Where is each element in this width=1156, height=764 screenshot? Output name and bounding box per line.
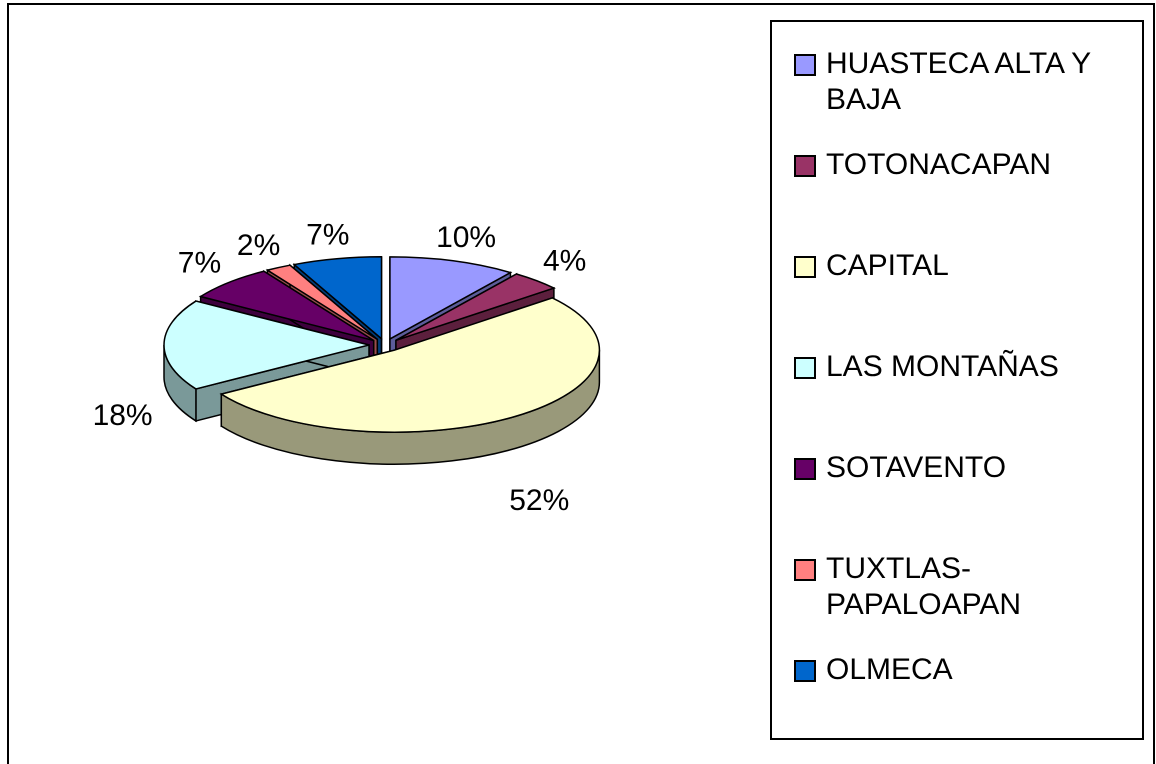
data-label: 2% — [237, 229, 280, 262]
legend-swatch — [794, 155, 816, 177]
legend-entry: HUASTECA ALTA Y BAJA — [794, 46, 1111, 118]
legend-swatch — [794, 357, 816, 379]
slice-top — [395, 273, 556, 342]
legend-label: OLMECA — [826, 653, 953, 686]
legend-label: LAS MONTAÑAS — [826, 350, 1059, 383]
legend-swatch — [794, 256, 816, 278]
chart-border — [7, 3, 1155, 764]
slice-top — [198, 270, 375, 342]
slice-top — [389, 256, 513, 341]
legend-entry: OLMECA — [794, 652, 953, 688]
slice-top — [292, 256, 383, 341]
legend-swatch — [794, 660, 816, 682]
data-label: 4% — [543, 244, 586, 277]
data-label: 7% — [178, 247, 221, 280]
legend-label: TUXTLAS-PAPALOAPAN — [826, 552, 1022, 621]
data-label: 18% — [93, 399, 153, 432]
legend-entry: CAPITAL — [794, 248, 949, 284]
data-label: 7% — [306, 218, 349, 251]
legend-entry: TUXTLAS-PAPALOAPAN — [794, 551, 1111, 623]
legend-label: SOTAVENTO — [826, 451, 1007, 484]
legend-entry: TOTONACAPAN — [794, 147, 1051, 183]
legend-entry: SOTAVENTO — [794, 450, 1006, 486]
slice-top — [163, 300, 370, 390]
legend: HUASTECA ALTA Y BAJA TOTONACAPAN CAPITAL LA… — [770, 20, 1144, 740]
data-label: 52% — [509, 484, 569, 517]
slice — [219, 296, 601, 465]
slice-top — [265, 264, 378, 341]
legend-swatch — [794, 559, 816, 581]
slice-top — [219, 297, 601, 433]
legend-entry: LAS MONTAÑAS — [794, 349, 1059, 385]
legend-label: HUASTECA ALTA Y BAJA — [826, 47, 1091, 116]
legend-label: CAPITAL — [826, 249, 949, 282]
legend-swatch — [794, 54, 816, 76]
legend-label: TOTONACAPAN — [826, 148, 1052, 181]
data-label: 10% — [436, 221, 496, 254]
legend-swatch — [794, 458, 816, 480]
